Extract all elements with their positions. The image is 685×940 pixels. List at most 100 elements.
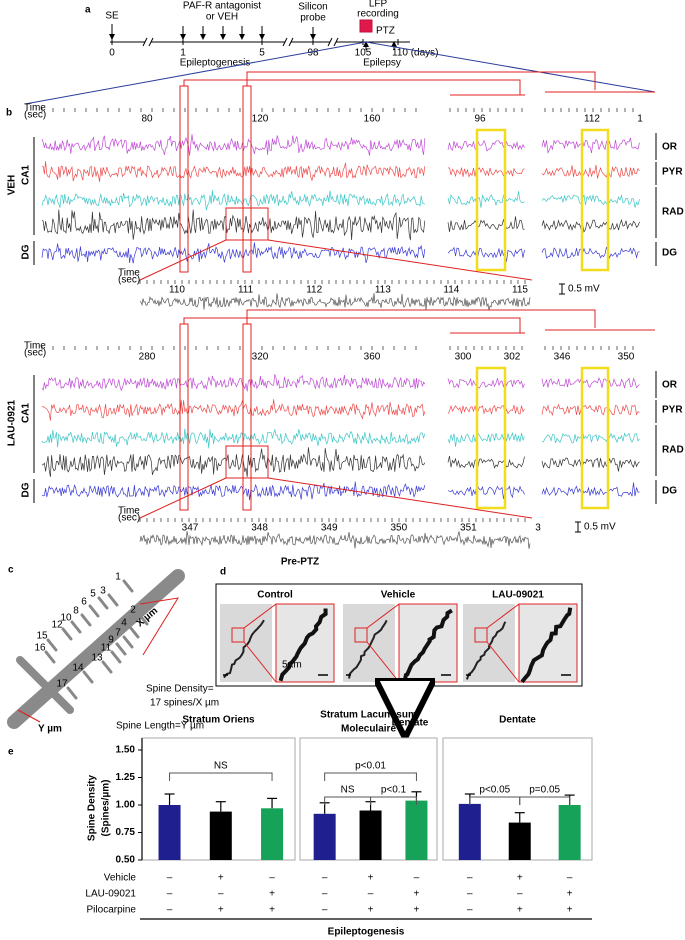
highlight-window [242,323,252,511]
spine [122,635,134,649]
image-label: LAU-09021 [492,590,544,601]
axis-label: Time [24,103,46,114]
zoom-line [366,641,400,683]
condition-sign: – [322,905,328,916]
dendrite [7,569,185,729]
time-tick-label: 351 [460,523,477,534]
region-label: CA1 [21,403,32,423]
lfp-trace [447,165,525,178]
axis-label: (sec) [24,348,46,359]
condition-sign: – [467,873,473,884]
connector [267,239,533,281]
significance-bracket [469,796,521,805]
lfp-trace [541,377,640,389]
event-label: PAF-R antagonist [183,1,261,12]
time-tick-label: 346 [554,352,571,363]
zoom-line [486,603,520,629]
chart-title: Stratum Lacunosum [320,710,417,721]
lfp-trace [541,194,640,208]
time-tick-label: 112 [306,285,322,296]
condition-sign: – [269,873,275,884]
bar [405,800,428,860]
panel-letter: e [8,747,14,758]
layer-label: OR [662,142,678,153]
region-label: Dentate [392,718,429,729]
spine [82,670,94,684]
chart-title: Dentate [499,715,536,726]
region-label: CA1 [21,165,32,185]
formula: 17 spines/X µm [150,698,219,709]
axis-break [333,37,339,47]
time-tick-label: 347 [182,523,199,534]
spine [122,579,134,593]
lfp-trace [41,242,426,264]
significance-bracket [169,772,273,781]
lfp-trace [447,404,525,415]
zoom-line [243,641,277,683]
significance-bracket [370,796,417,805]
spine-number: 14 [72,663,84,674]
axis-break [330,38,336,46]
condition-label: Pilocarpine [87,905,137,916]
event-window [580,128,610,272]
condition-sign: – [218,889,224,900]
condition-sign: + [368,905,374,916]
condition-sign: – [467,889,473,900]
lfp-trace [447,377,525,389]
group-label: LAU-0921 [7,400,18,447]
recording-marker [359,19,373,33]
axis-break [288,37,294,47]
day-label: 105 [355,48,372,59]
connector [246,309,596,328]
image-label: Control [257,590,293,601]
panel-letter: b [6,108,12,119]
condition-sign: – [322,873,328,884]
measure-line [17,709,41,723]
spine-number: 17 [56,679,68,690]
chart-title: Moleculaire [341,724,396,735]
lfp-trace [139,531,531,549]
condition-sign: – [414,873,420,884]
layer-label: DG [662,486,677,497]
lfp-trace [447,139,525,152]
lfp-trace [41,134,426,156]
condition-sign: – [567,873,573,884]
condition-sign: + [218,873,224,884]
spine [66,686,78,700]
dendrite-image [223,619,265,679]
significance-label: p<0.05 [479,785,510,796]
y-tick-label: 1.25 [116,772,136,783]
event-label: SE [105,11,119,22]
connector [139,239,227,281]
lfp-trace [541,218,640,233]
lfp-trace [541,482,640,497]
time-tick-label: 320 [252,352,269,363]
spine-number: 8 [73,606,79,617]
bar [313,813,336,860]
event-label: or VEH [206,12,238,23]
spine [44,650,56,664]
significance-bracket [519,796,571,805]
zoom-line [486,641,520,683]
panel-letter: c [8,565,14,576]
time-tick-label: 96 [474,114,486,125]
lfp-trace [541,457,640,472]
significance-label: NS [214,761,228,772]
layer-label: PYR [662,167,683,178]
condition-sign: + [368,873,374,884]
lfp-trace [41,161,426,182]
spine [107,593,119,607]
group-label: VEH [7,175,18,196]
zoom-box [354,627,368,643]
spine-number: 13 [91,653,103,664]
dendrite-image [465,621,507,680]
bar [558,805,581,860]
spine-number: 9 [108,635,114,646]
condition-label: Vehicle [104,873,137,884]
highlight-window [179,323,189,511]
image-label: Vehicle [381,590,416,601]
y-tick-label: 1.50 [116,745,136,756]
lfp-trace [541,164,640,179]
spine [46,638,58,652]
lfp-trace [447,216,525,232]
